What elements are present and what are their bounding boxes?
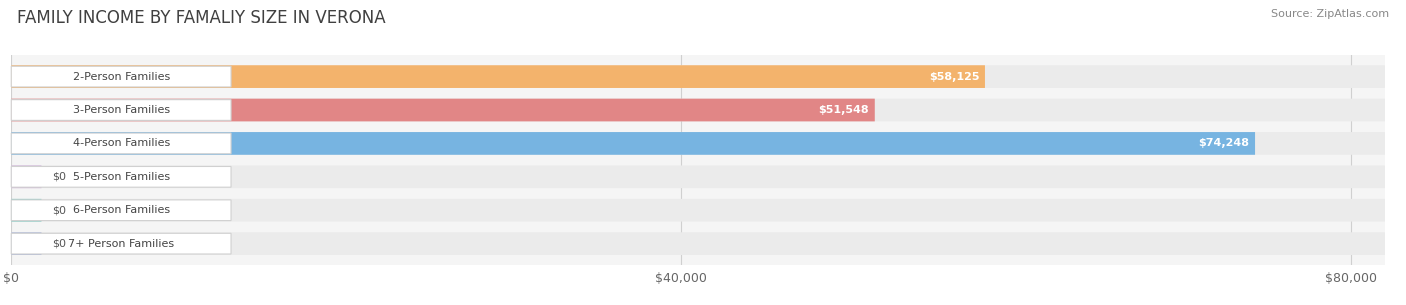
FancyBboxPatch shape (11, 232, 1385, 255)
FancyBboxPatch shape (11, 99, 875, 121)
Text: $58,125: $58,125 (929, 72, 980, 82)
FancyBboxPatch shape (11, 65, 986, 88)
FancyBboxPatch shape (11, 167, 231, 187)
Text: FAMILY INCOME BY FAMALIY SIZE IN VERONA: FAMILY INCOME BY FAMALIY SIZE IN VERONA (17, 9, 385, 27)
FancyBboxPatch shape (11, 199, 1385, 222)
FancyBboxPatch shape (11, 133, 231, 154)
FancyBboxPatch shape (11, 166, 1385, 188)
Text: $74,248: $74,248 (1198, 138, 1250, 149)
Text: 6-Person Families: 6-Person Families (73, 205, 170, 215)
Text: $0: $0 (52, 172, 66, 182)
FancyBboxPatch shape (11, 132, 1385, 155)
Text: 7+ Person Families: 7+ Person Families (67, 239, 174, 249)
FancyBboxPatch shape (11, 100, 231, 120)
FancyBboxPatch shape (11, 200, 231, 221)
Text: 4-Person Families: 4-Person Families (73, 138, 170, 149)
Text: Source: ZipAtlas.com: Source: ZipAtlas.com (1271, 9, 1389, 19)
FancyBboxPatch shape (11, 66, 231, 87)
FancyBboxPatch shape (11, 65, 1385, 88)
Text: $51,548: $51,548 (818, 105, 869, 115)
FancyBboxPatch shape (11, 199, 41, 222)
FancyBboxPatch shape (11, 132, 1256, 155)
Text: $0: $0 (52, 239, 66, 249)
Text: $0: $0 (52, 205, 66, 215)
FancyBboxPatch shape (11, 166, 41, 188)
FancyBboxPatch shape (11, 233, 231, 254)
Text: 3-Person Families: 3-Person Families (73, 105, 170, 115)
FancyBboxPatch shape (11, 99, 1385, 121)
FancyBboxPatch shape (11, 232, 41, 255)
Text: 2-Person Families: 2-Person Families (73, 72, 170, 82)
Text: 5-Person Families: 5-Person Families (73, 172, 170, 182)
